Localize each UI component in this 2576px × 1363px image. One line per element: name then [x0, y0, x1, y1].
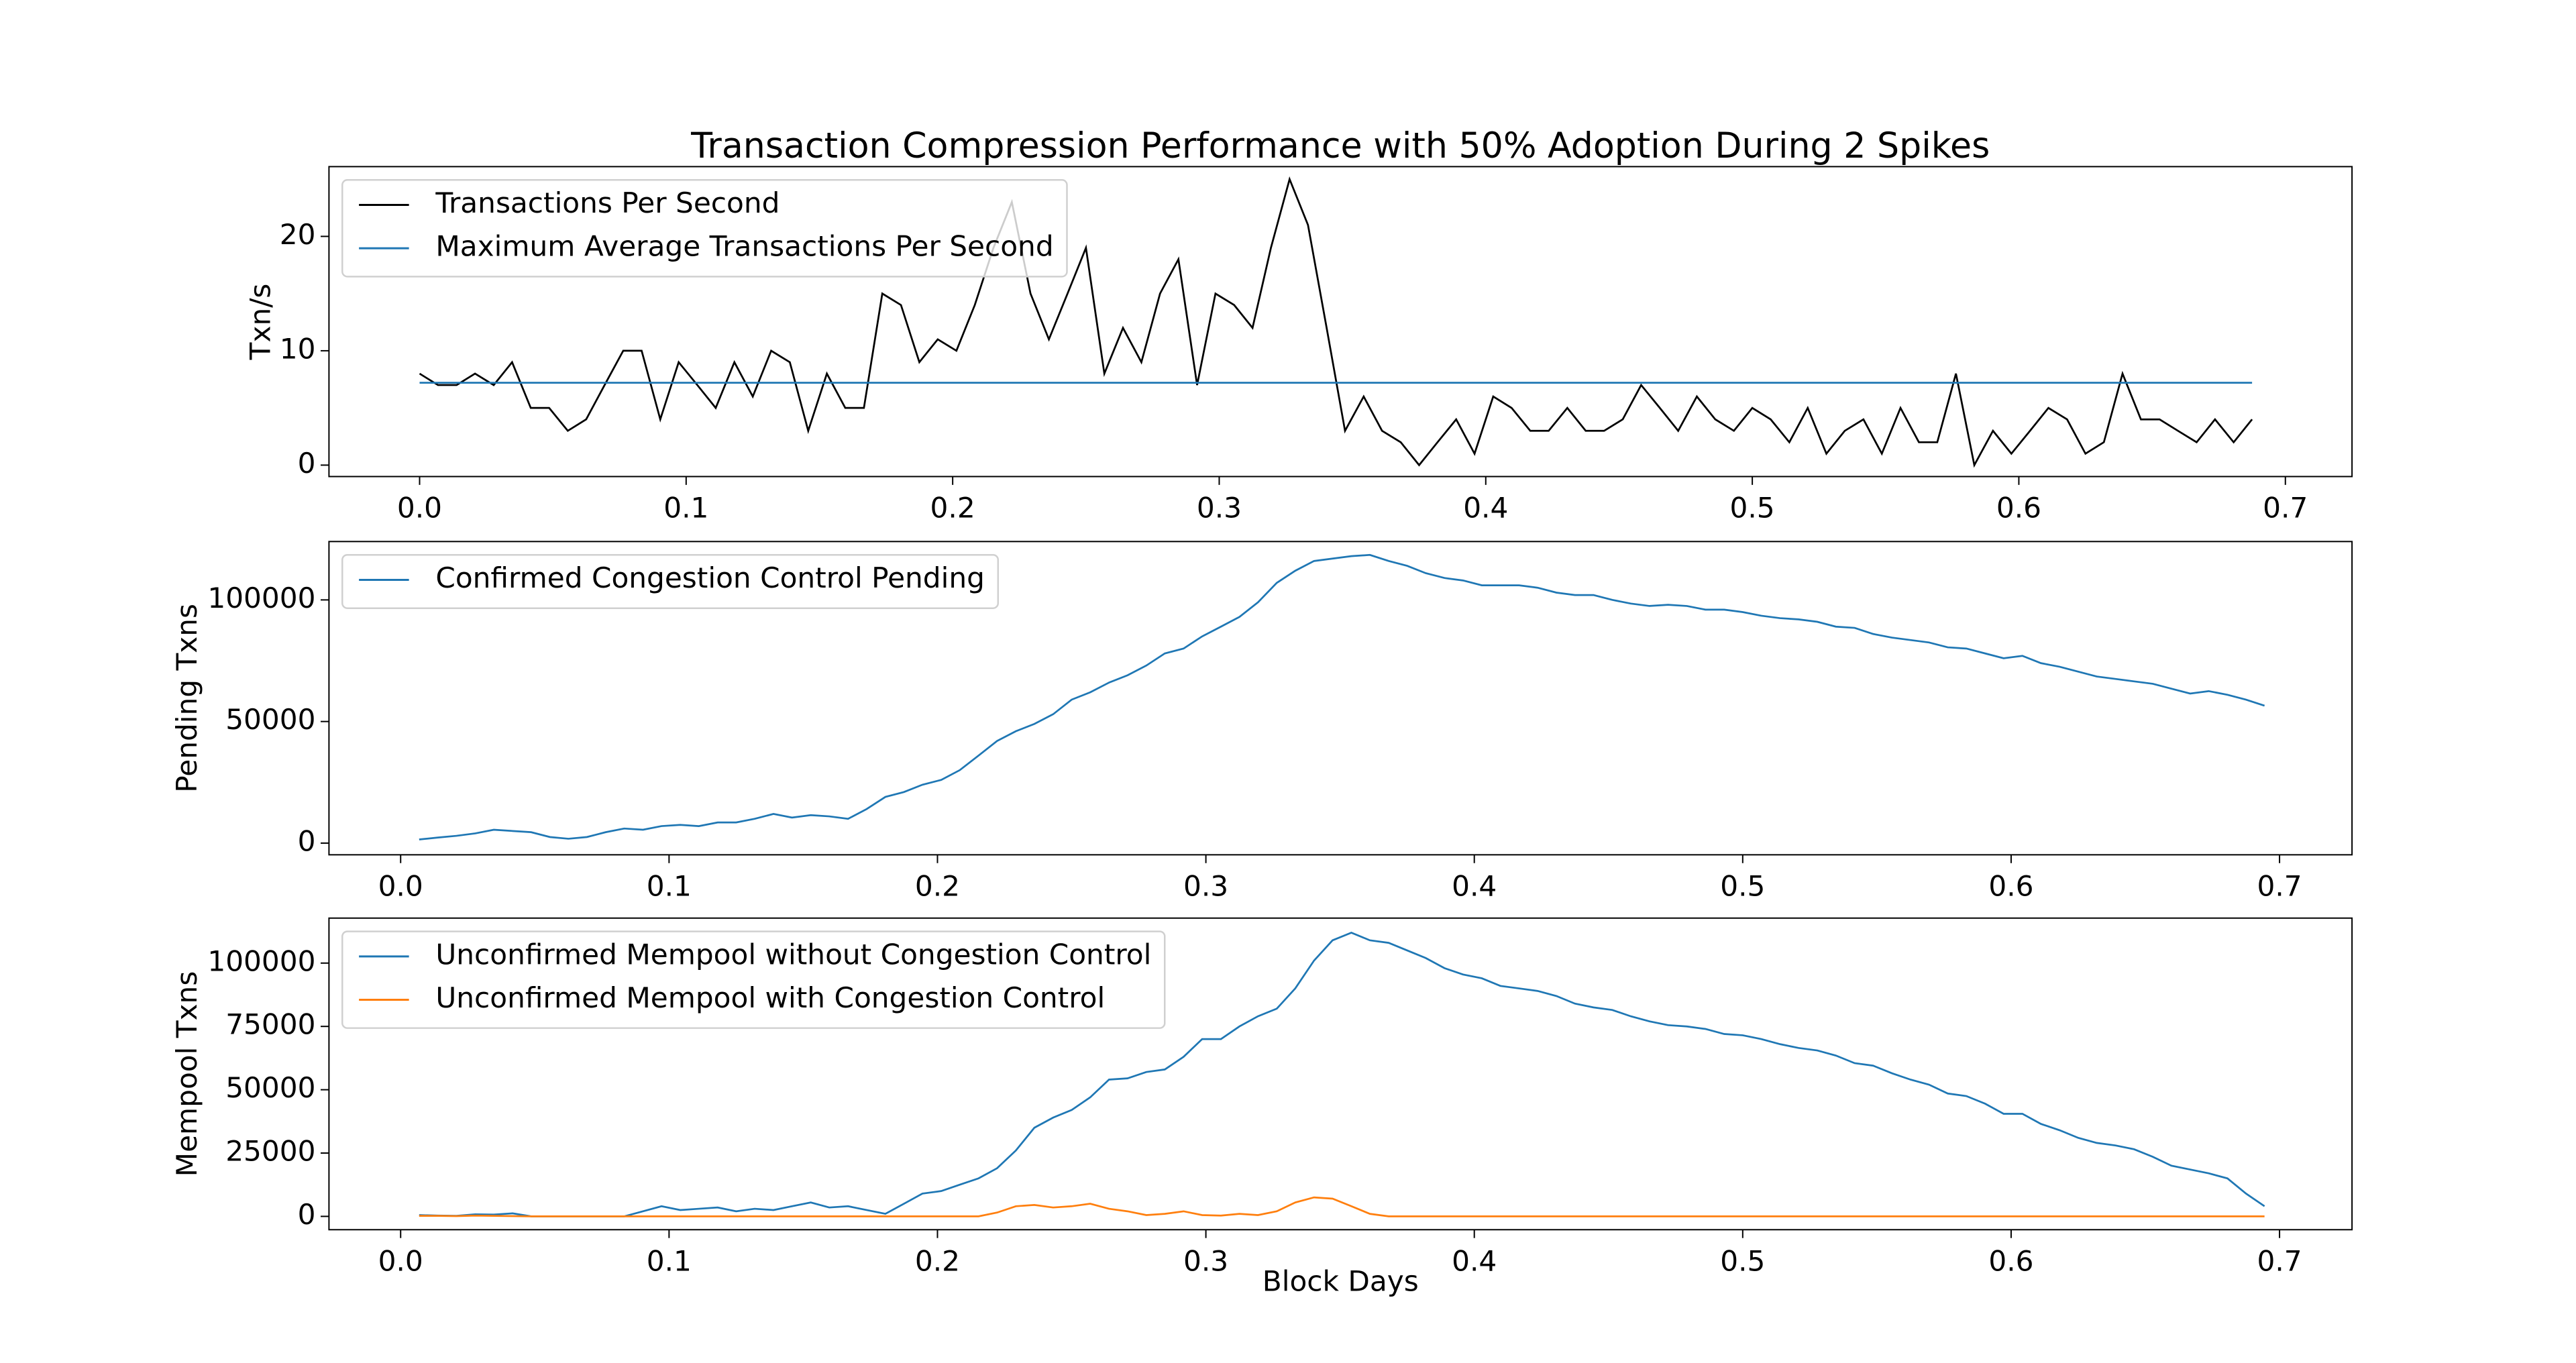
x-tick-label: 0.4: [1452, 870, 1497, 903]
y-tick-label: 0: [298, 824, 316, 857]
legend: Unconfirmed Mempool without Congestion C…: [341, 930, 1166, 1029]
y-tick-label: 25000: [225, 1135, 315, 1168]
y-tick-label: 50000: [225, 703, 315, 736]
x-tick-label: 0.7: [2263, 492, 2308, 525]
series-line: [419, 932, 2265, 1217]
legend-box: [341, 553, 1000, 609]
y-tick-label: 20: [280, 218, 316, 251]
x-tick-label: 0.0: [397, 492, 442, 525]
y-tick-label: 10: [280, 332, 316, 365]
legend-label: Transactions Per Second: [435, 186, 780, 219]
x-tick-label: 0.6: [1996, 492, 2041, 525]
x-tick-label: 0.1: [663, 492, 708, 525]
series-line: [419, 176, 2253, 468]
legend-box: [341, 930, 1166, 1029]
x-tick-label: 0.2: [915, 1244, 960, 1277]
legend-label: Unconfirmed Mempool without Congestion C…: [435, 938, 1151, 971]
x-tick-label: 0.2: [915, 870, 960, 903]
legend-label: Unconfirmed Mempool with Congestion Cont…: [435, 981, 1105, 1014]
x-tick-label: 0.5: [1730, 492, 1775, 525]
x-tick-label: 0.5: [1720, 1244, 1765, 1277]
x-tick-label: 0.0: [378, 1244, 423, 1277]
x-tick-label: 0.4: [1452, 1244, 1497, 1277]
y-tick-label: 50000: [225, 1071, 315, 1104]
x-axis-label: Block Days: [1263, 1264, 1419, 1297]
subplot: 0 50000 100000 0.0 0.1 0.2 0.3 0.4 0.5 0.6 0.7 Pend…: [170, 541, 2353, 903]
subplot: 0 10 20 0.0 0.1 0.2 0.3 0.4 0.5 0.6 0.7 Txn/s Transa…: [244, 166, 2353, 525]
legend: Confirmed Congestion Control Pending: [341, 553, 1000, 609]
y-tick-label: 100000: [207, 582, 315, 614]
y-tick-label: 100000: [207, 944, 315, 977]
x-tick-label: 0.6: [1988, 1244, 2033, 1277]
x-tick-label: 0.3: [1183, 870, 1228, 903]
y-axis-label: Txn/s: [244, 284, 277, 361]
plot-frame: [328, 917, 2353, 1231]
x-tick-label: 0.0: [378, 870, 423, 903]
x-tick-label: 0.1: [647, 870, 692, 903]
x-tick-label: 0.5: [1720, 870, 1765, 903]
x-tick-label: 0.3: [1197, 492, 1242, 525]
x-tick-label: 0.3: [1183, 1244, 1228, 1277]
chart-title: Transaction Compression Performance with…: [690, 126, 1990, 166]
y-tick-label: 0: [298, 447, 316, 480]
x-tick-label: 0.4: [1463, 492, 1508, 525]
series-line: [419, 1196, 2265, 1217]
y-tick-label: 75000: [225, 1008, 315, 1041]
x-tick-label: 0.1: [647, 1244, 692, 1277]
x-tick-label: 0.6: [1988, 870, 2033, 903]
legend: Transactions Per Second Maximum Average T…: [341, 179, 1068, 278]
legend-label: Maximum Average Transactions Per Second: [435, 230, 1053, 263]
x-tick-label: 0.7: [2257, 1244, 2302, 1277]
plot-frame: [328, 541, 2353, 856]
y-axis-label: Pending Txns: [170, 604, 203, 793]
series-line: [419, 553, 2265, 840]
y-axis-label: Mempool Txns: [170, 971, 203, 1177]
subplot: 0 25000 50000 75000 100000 0.0 0.1 0.2 0.3 0.4 0.5…: [170, 917, 2353, 1297]
plot-frame: [328, 166, 2353, 478]
x-tick-label: 0.2: [930, 492, 975, 525]
y-tick-label: 0: [298, 1198, 316, 1231]
legend-box: [341, 179, 1068, 278]
x-tick-label: 0.7: [2257, 870, 2302, 903]
legend-label: Confirmed Congestion Control Pending: [435, 561, 985, 594]
